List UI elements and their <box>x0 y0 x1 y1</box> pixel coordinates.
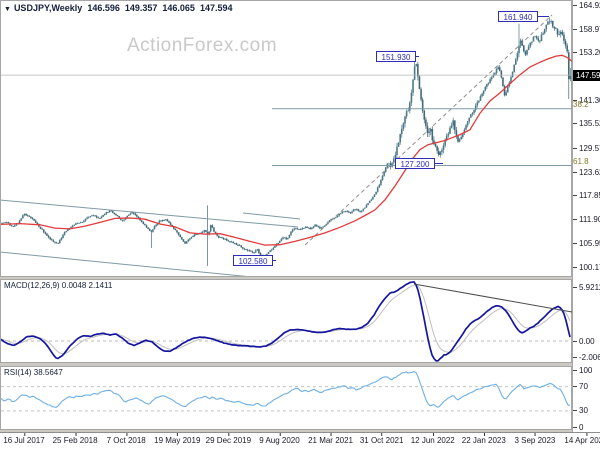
date-tick-label: 12 Jun 2022 <box>410 433 455 445</box>
price-callout[interactable]: 102.580 <box>233 255 273 266</box>
date-tick-label: 21 Mar 2021 <box>308 433 353 445</box>
macd-panel[interactable] <box>0 279 572 363</box>
fib-level-label: 38.2 <box>573 99 589 109</box>
price-tick-label: 135.525 <box>573 119 600 128</box>
current-price-badge: 147.594 <box>573 69 600 81</box>
macd-tick-label: 5.9211 <box>573 283 600 292</box>
price-tick-label: 111.900 <box>573 215 600 224</box>
panel-divider[interactable] <box>0 277 600 279</box>
rsi-indicator-label: RSI(14) 38.5647 <box>4 368 63 377</box>
price-tick-label: 117.850 <box>573 191 600 200</box>
macd-tick-label: -2.0065 <box>573 353 600 362</box>
rsi-tick-label: 30 <box>573 406 600 415</box>
price-tick-label: 164.925 <box>573 1 600 10</box>
date-tick-label: 3 Sep 2023 <box>514 433 556 445</box>
macd-tick-label: 0.00 <box>573 337 600 346</box>
collapse-arrow-icon[interactable]: ▼ <box>4 6 11 13</box>
price-callout[interactable]: 127.200 <box>395 158 435 169</box>
rsi-tick-label: 100 <box>573 366 600 375</box>
date-tick-label: 7 Oct 2018 <box>106 433 146 445</box>
date-tick-label: 19 May 2019 <box>154 433 201 445</box>
price-callout[interactable]: 161.940 <box>498 11 538 22</box>
price-tick-label: 100.175 <box>573 263 600 272</box>
ohlc-high: 149.357 <box>124 3 158 13</box>
price-tick-label: 105.950 <box>573 239 600 248</box>
date-tick-label: 31 Oct 2021 <box>359 433 404 445</box>
ohlc-low: 146.065 <box>162 3 195 13</box>
date-tick-label: 14 Apr 2024 <box>564 433 600 445</box>
date-tick-label: 29 Dec 2019 <box>205 433 252 445</box>
rsi-tick-label: 0 <box>573 423 600 432</box>
price-panel[interactable] <box>0 0 572 277</box>
ohlc-open: 146.596 <box>87 3 120 13</box>
price-tick-label: 141.300 <box>573 96 600 105</box>
price-callout[interactable]: 151.930 <box>376 51 416 62</box>
price-tick-label: 129.575 <box>573 144 600 153</box>
chart-header[interactable]: ▼ USDJPY,Weekly 146.596 149.357 146.065 147.5… <box>4 3 238 13</box>
price-tick-label: 123.625 <box>573 168 600 177</box>
ohlc-close: 147.594 <box>199 3 233 13</box>
panel-divider[interactable] <box>0 430 600 432</box>
macd-indicator-label: MACD(12,26,9) 0.0048 2.1411 <box>4 281 113 290</box>
fib-level-label: 61.8 <box>573 156 589 166</box>
price-tick-label: 153.200 <box>573 48 600 57</box>
panel-divider[interactable] <box>0 363 600 366</box>
date-tick-label: 16 Jul 2017 <box>3 433 45 445</box>
watermark: ActionForex.com <box>127 35 278 56</box>
rsi-panel[interactable] <box>0 366 572 430</box>
rsi-tick-label: 70 <box>573 382 600 391</box>
symbol-timeframe-label: USDJPY,Weekly <box>13 3 83 13</box>
price-axis: 164.925 158.975 153.200 141.300 135.525 129.5… <box>572 0 600 432</box>
date-tick-label: 9 Aug 2020 <box>259 433 300 445</box>
price-tick-label: 158.975 <box>573 25 600 34</box>
date-axis: 16 Jul 2017 25 Feb 2018 7 Oct 2018 19 May 2… <box>0 432 600 450</box>
date-tick-label: 22 Jan 2023 <box>461 433 506 445</box>
date-tick-label: 25 Feb 2018 <box>52 433 98 445</box>
